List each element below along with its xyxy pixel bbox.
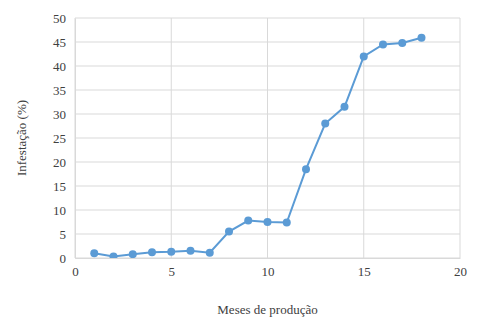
marker [283, 218, 291, 226]
marker [398, 39, 406, 47]
marker [360, 52, 368, 60]
tick-label: 35 [53, 83, 66, 98]
tick-label: 0 [60, 251, 67, 266]
tick-label: 40 [53, 59, 66, 74]
y-axis: 0 5 10 15 20 25 30 35 40 45 50 [53, 11, 76, 266]
y-axis-title: Infestação (%) [14, 100, 29, 176]
tick-label: 50 [53, 11, 66, 26]
tick: 10 [53, 203, 75, 218]
tick: 50 [53, 11, 75, 26]
line [94, 38, 421, 257]
marker [225, 228, 233, 236]
marker [129, 250, 137, 258]
tick-label: 45 [53, 35, 66, 50]
plot-area: 0 5 10 15 20 0 5 10 15 20 25 30 35 40 45 50 [53, 11, 467, 280]
marker [321, 120, 329, 128]
axis-line [75, 19, 76, 259]
tick: 20 [454, 258, 467, 279]
marker [244, 217, 252, 225]
tick-label: 20 [454, 264, 467, 279]
marker [264, 218, 272, 226]
axis-line [76, 258, 461, 259]
marker [341, 103, 349, 111]
tick-label: 5 [60, 227, 67, 242]
marker [90, 249, 98, 257]
tick-label: 15 [53, 179, 66, 194]
tick-label: 25 [53, 131, 66, 146]
tick: 15 [358, 258, 371, 279]
tick: 10 [262, 258, 275, 279]
tick: 40 [53, 59, 75, 74]
marker [148, 248, 156, 256]
tick-label: 30 [53, 107, 66, 122]
tick: 35 [53, 83, 75, 98]
tick: 25 [53, 131, 75, 146]
chart: 0 5 10 15 20 0 5 10 15 20 25 30 35 40 45 50 Meses de pro… [0, 0, 482, 328]
tick-label: 0 [72, 264, 79, 279]
tick-label: 20 [53, 155, 66, 170]
marker [302, 165, 310, 173]
x-axis-title: Meses de produção [217, 302, 317, 317]
tick: 45 [53, 35, 75, 50]
marker [110, 253, 118, 258]
grid-line-x [75, 18, 76, 258]
x-axis: 0 5 10 15 20 [72, 258, 467, 279]
grid-line-x [460, 18, 461, 258]
tick: 20 [53, 155, 75, 170]
marker [379, 40, 387, 48]
tick: 0 [60, 251, 76, 266]
tick: 5 [60, 227, 76, 242]
marker [418, 34, 426, 42]
tick-label: 5 [169, 264, 176, 279]
series [90, 34, 425, 258]
tick-label: 10 [262, 264, 275, 279]
grid [75, 18, 460, 258]
marker [167, 248, 175, 256]
tick: 30 [53, 107, 75, 122]
grid-line-x [171, 18, 172, 258]
tick-label: 10 [53, 203, 66, 218]
tick: 15 [53, 179, 75, 194]
tick: 0 [72, 258, 79, 279]
tick-label: 15 [358, 264, 371, 279]
tick: 5 [169, 258, 176, 279]
marker [206, 249, 214, 257]
marker [187, 247, 195, 255]
